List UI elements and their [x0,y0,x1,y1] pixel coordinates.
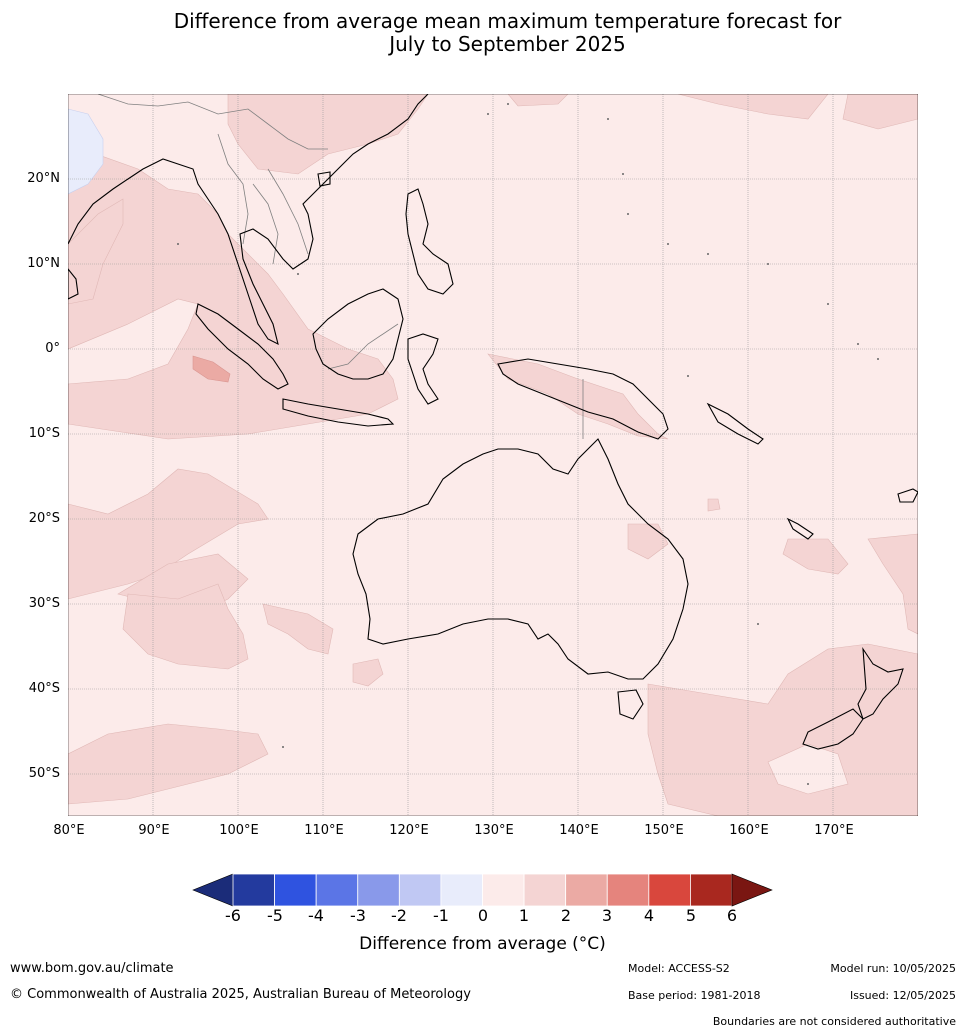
colorbar-segment [315,873,359,907]
map-gridlines [68,94,918,816]
small-islands [177,103,879,785]
new-zealand-north-coast [857,646,904,720]
pacific-north-east-strip-region [677,94,829,120]
australia-coast [352,438,689,680]
lat-label-10n: 10°N [27,256,60,271]
lon-label-150e: 150°E [644,823,684,838]
solomon-islands-coast [706,402,764,445]
colorbar-segment [274,873,317,907]
asia-mainland-coast [68,94,429,346]
lon-label-110e: 110°E [304,823,344,838]
website-link[interactable]: www.bom.gov.au/climate [10,961,174,976]
colorbar-tick: 2 [560,906,572,925]
colorbar-under-triangle [192,873,234,907]
colorbar-segment [523,873,567,907]
southern-ocean-small-region [352,658,384,687]
bay-of-bengal-region [68,198,124,305]
lat-label-30s: 30°S [28,596,60,611]
queensland-interior-region [627,523,669,560]
lat-label-0: 0° [45,341,60,356]
colorbar-segment [690,873,733,907]
lat-label-10s: 10°S [28,426,60,441]
new-caledonia-region [707,498,721,512]
west-of-australia-region [122,583,249,670]
pacific-north-strip-region [507,94,569,107]
sumatra-coast [195,303,289,390]
country-borders [97,94,584,439]
sri-lanka-coast [68,268,79,300]
colorbar-tick: 3 [601,906,613,925]
philippines-coast [405,188,454,295]
vanuatu-coast [786,517,814,540]
anomaly-0-1-patches [767,743,849,795]
lat-label-20n: 20°N [27,171,60,186]
anomaly-1-2-regions [68,94,918,816]
model-text: Model: ACCESS-S2 [628,962,730,975]
australian-bight-region [262,603,334,655]
anomaly-neg1-0-regions [68,108,104,195]
lon-label-130e: 130°E [474,823,514,838]
issued-text: Issued: 12/05/2025 [849,989,956,1002]
lon-label-120e: 120°E [389,823,429,838]
colorbar-tick: 0 [477,906,489,925]
colorbar-tick: -5 [267,906,283,925]
colorbar-label: Difference from average (°C) [359,934,606,954]
tasmania-coast [617,689,644,720]
java-coast [282,398,395,427]
southern-ocean-south-region [68,723,269,805]
anomaly-2-3-regions [192,355,231,383]
colorbar-segment [232,873,275,907]
colorbar-tick: 1 [518,906,530,925]
lon-label-100e: 100°E [219,823,259,838]
new-guinea-coast [497,358,669,440]
colorbar-segment [398,873,442,907]
lon-label-140e: 140°E [559,823,599,838]
model-run-text: Model run: 10/05/2025 [830,962,956,975]
borneo-coast [312,288,404,380]
lat-label-40s: 40°S [28,681,60,696]
southern-ocean-cool-patch [767,743,849,795]
lat-label-50s: 50°S [28,766,60,781]
lon-label-90e: 90°E [138,823,170,838]
colorbar-tick: 5 [685,906,697,925]
lon-label-80e: 80°E [53,823,85,838]
lon-label-160e: 160°E [729,823,769,838]
lon-label-170e: 170°E [814,823,854,838]
colorbar-tick: -1 [433,906,449,925]
title-line-2: July to September 2025 [389,32,626,56]
pacific-east-region [867,533,918,635]
lat-label-20s: 20°S [28,511,60,526]
title-line-1: Difference from average mean maximum tem… [173,9,842,33]
pacific-northeast-region [842,94,918,130]
colorbar-segment [648,873,691,907]
india-cool-patch [68,108,104,195]
colorbar-tick: -6 [225,906,241,925]
colorbar-tick: 4 [643,906,655,925]
chart-title: Difference from average mean maximum tem… [0,10,965,56]
colorbar-tick: 6 [726,906,738,925]
sulawesi-coast [407,333,439,405]
colorbar-tick: -3 [350,906,366,925]
coastlines [68,94,918,750]
colorbar-segment [440,873,483,907]
colorbar-over-triangle [731,873,773,907]
forecast-map [68,94,918,816]
colorbar-tick: -4 [308,906,324,925]
disclaimer-text: Boundaries are not considered authoritat… [712,1015,956,1028]
colorbar-tick: -2 [391,906,407,925]
sumatra-warm-patch [192,355,231,383]
new-zealand-south-coast [802,708,864,750]
colorbar-segment [606,873,650,907]
fiji-coast [897,488,918,503]
colorbar-segment [482,873,525,907]
colorbar [192,873,773,907]
hainan-coast [317,171,331,187]
colorbar-segment [565,873,608,907]
colorbar-segment [357,873,400,907]
copyright-text: © Commonwealth of Australia 2025, Austra… [10,987,471,1002]
china-warm-region [227,94,429,175]
base-period-text: Base period: 1981-2018 [628,989,761,1002]
coral-sea-region [782,538,849,575]
